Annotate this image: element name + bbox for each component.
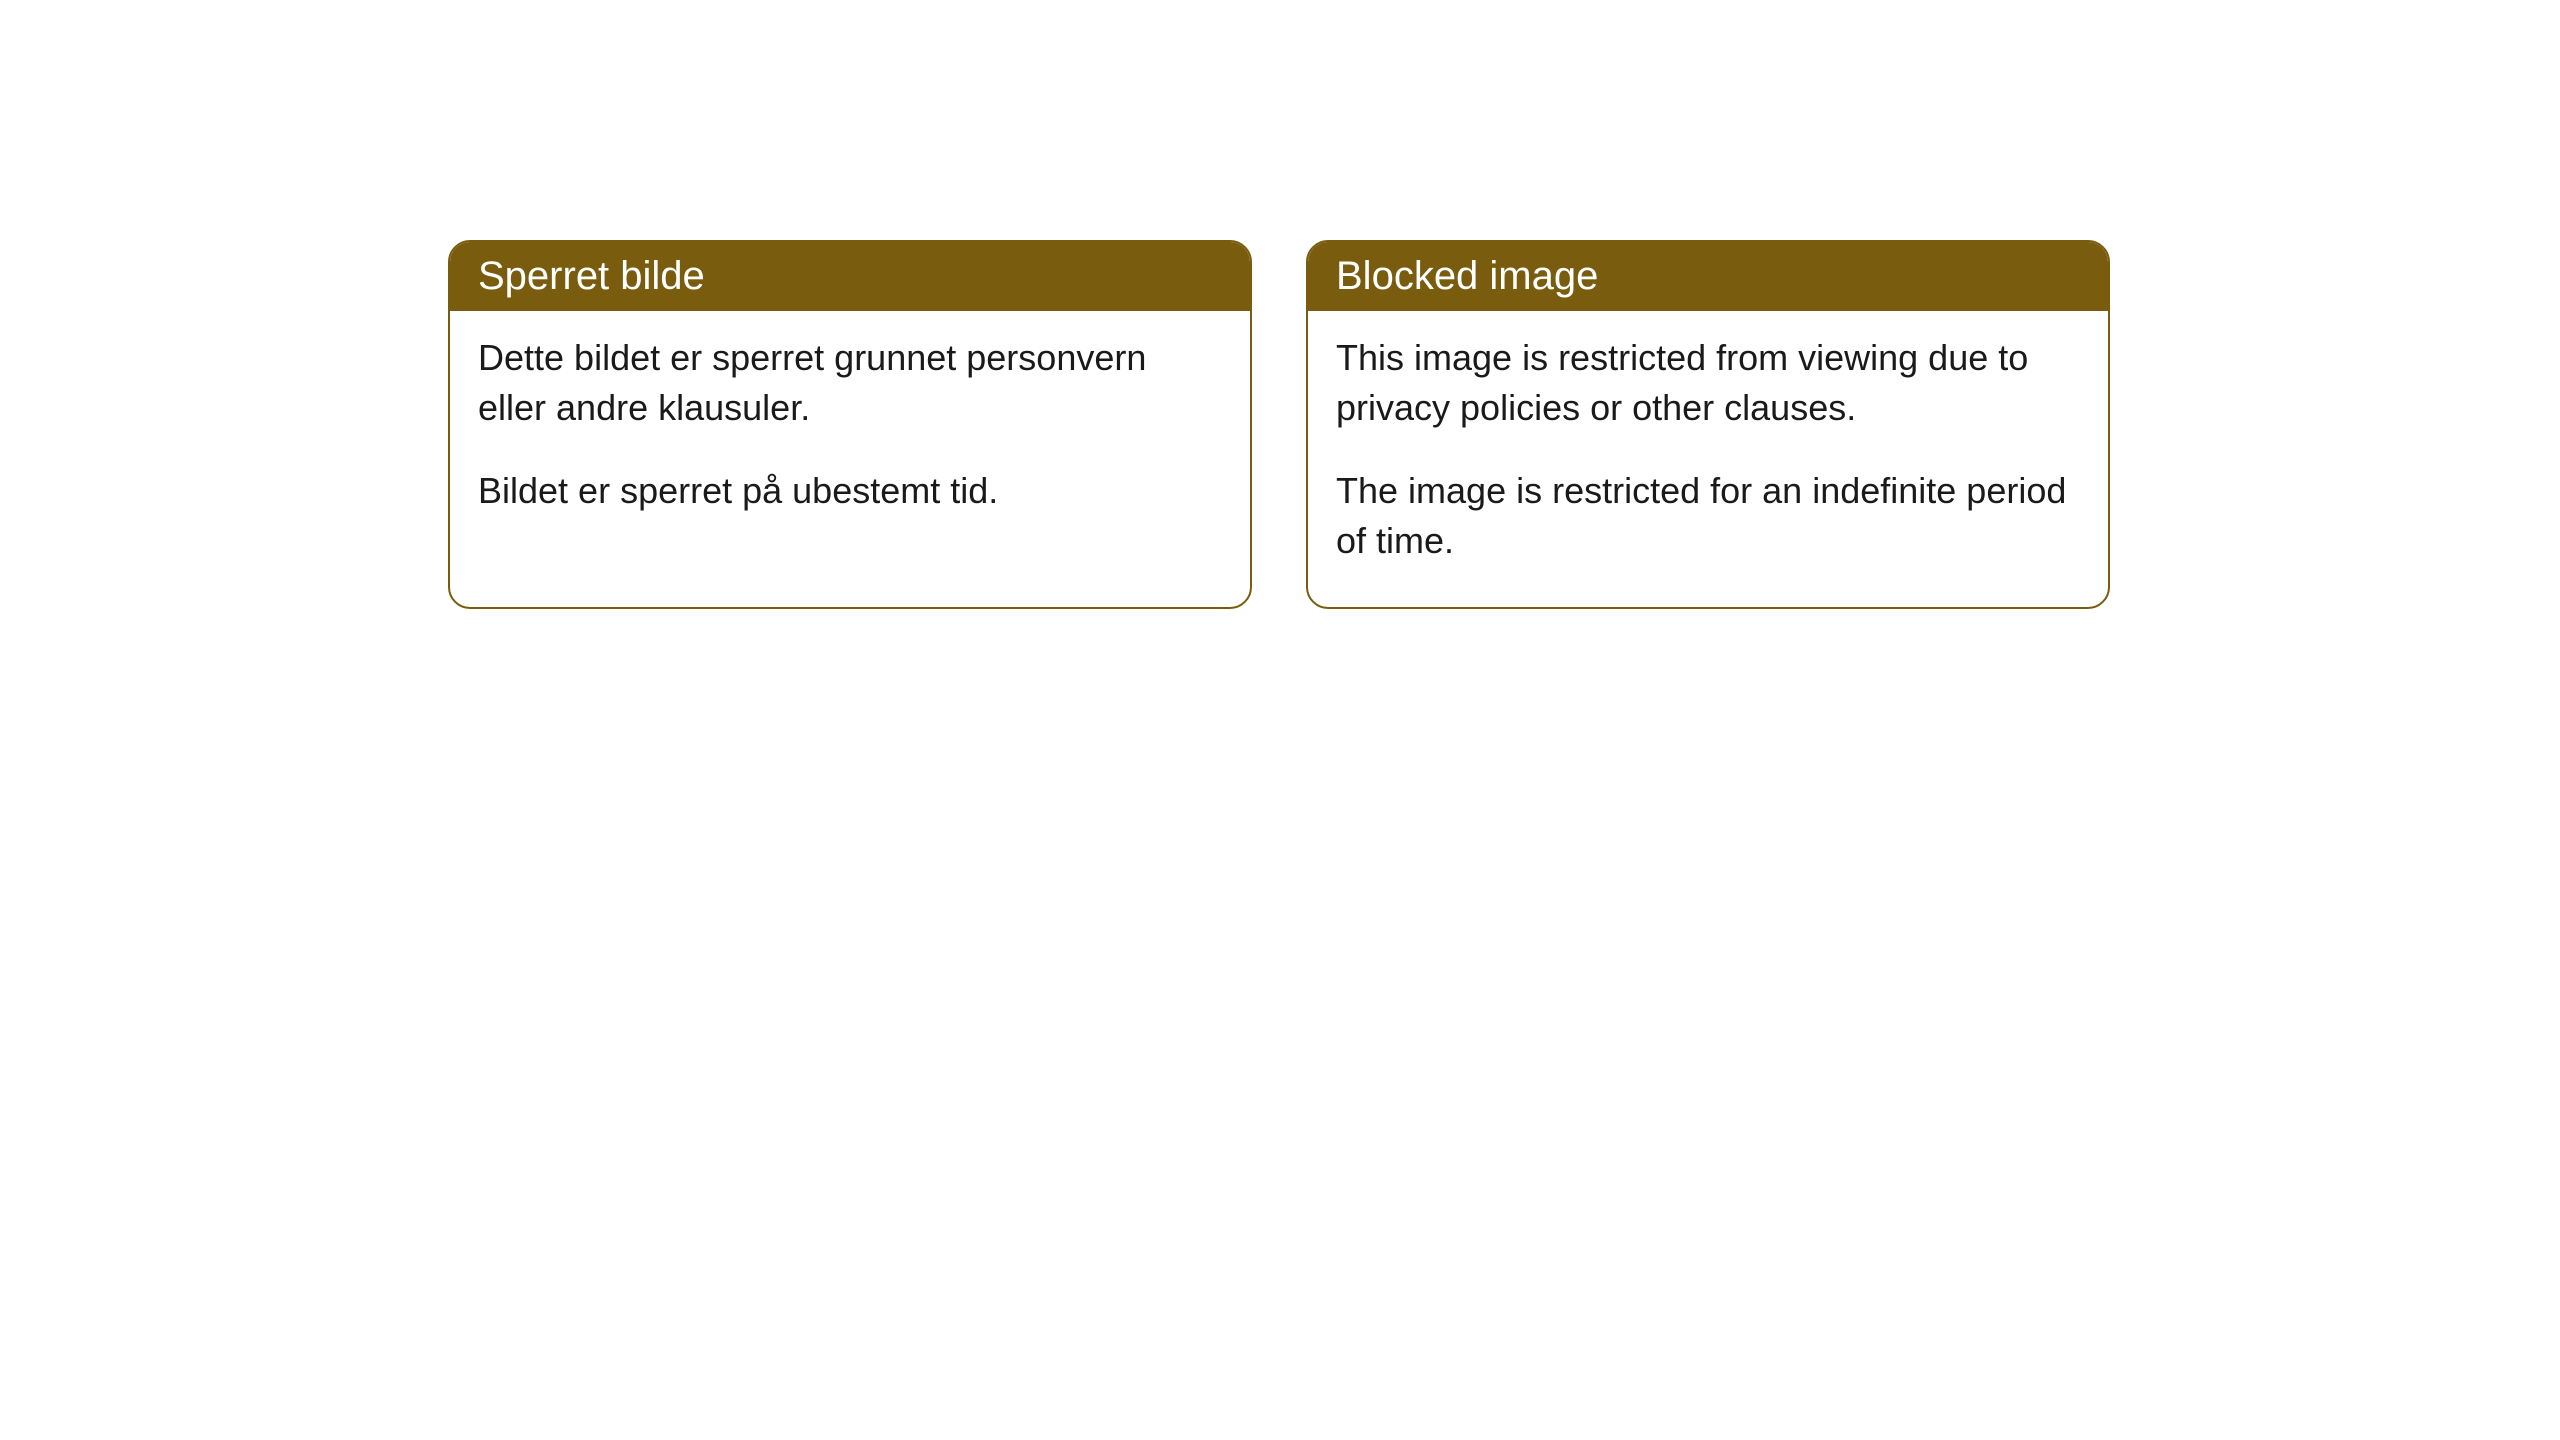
card-paragraph: This image is restricted from viewing du… (1336, 333, 2080, 434)
card-title: Blocked image (1336, 254, 1598, 298)
cards-container: Sperret bilde Dette bildet er sperret gr… (0, 0, 2560, 609)
card-body: Dette bildet er sperret grunnet personve… (450, 311, 1250, 556)
card-paragraph: Bildet er sperret på ubestemt tid. (478, 466, 1222, 516)
blocked-image-card-english: Blocked image This image is restricted f… (1306, 240, 2110, 609)
card-header: Blocked image (1308, 242, 2108, 311)
card-header: Sperret bilde (450, 242, 1250, 311)
card-paragraph: Dette bildet er sperret grunnet personve… (478, 333, 1222, 434)
card-body: This image is restricted from viewing du… (1308, 311, 2108, 607)
card-paragraph: The image is restricted for an indefinit… (1336, 466, 2080, 567)
card-title: Sperret bilde (478, 254, 705, 298)
blocked-image-card-norwegian: Sperret bilde Dette bildet er sperret gr… (448, 240, 1252, 609)
